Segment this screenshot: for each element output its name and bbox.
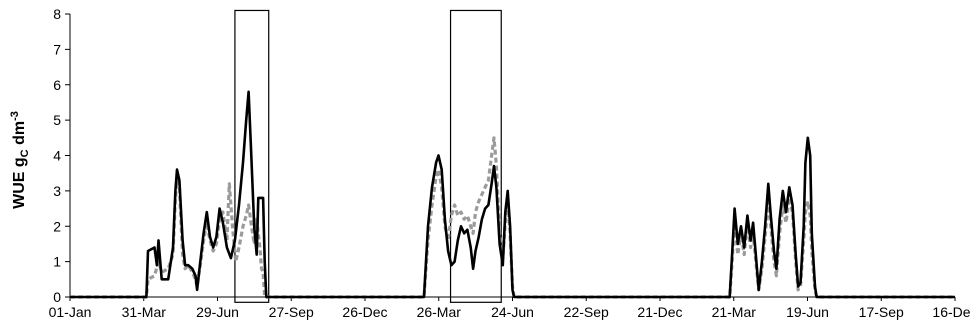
y-tick-label: 6 <box>53 77 61 93</box>
y-axis-title-mid: dm <box>11 121 28 149</box>
series-line-solid <box>70 90 955 299</box>
y-tick-label: 4 <box>53 148 61 164</box>
x-tick-label: 19-Jun <box>786 304 829 320</box>
x-tick-label: 21-Dec <box>637 304 682 320</box>
x-tick-label: 21-Mar <box>712 304 757 320</box>
y-tick-label: 2 <box>53 218 61 234</box>
y-axis-title-main: WUE g <box>11 157 28 209</box>
x-tick-label: 01-Jan <box>49 304 92 320</box>
y-axis-title: WUE gC dm-3 <box>9 111 31 209</box>
y-tick-label: 7 <box>53 41 61 57</box>
x-tick-label: 31-Mar <box>122 304 167 320</box>
x-tick-label: 22-Sep <box>564 304 609 320</box>
y-axis-title-superscript: -3 <box>9 111 21 121</box>
y-axis-title-subscript: C <box>19 149 31 157</box>
x-ticks: 01-Jan 31-Mar 29-Jun 27-Sep 26-Dec 26-Mar 24-J… <box>49 297 970 320</box>
x-tick-label: 29-Jun <box>196 304 239 320</box>
x-tick-label: 27-Sep <box>269 304 314 320</box>
y-tick-label: 8 <box>53 6 61 22</box>
highlight-box <box>234 9 270 303</box>
x-tick-label: 16-Dec <box>932 304 970 320</box>
series-group <box>70 90 955 299</box>
highlight-boxes <box>234 9 502 303</box>
y-ticks: 0 1 2 3 4 5 6 7 8 <box>53 6 70 305</box>
highlight-box <box>449 9 502 303</box>
x-tick-label: 26-Mar <box>417 304 462 320</box>
x-tick-label: 26-Dec <box>342 304 387 320</box>
y-tick-label: 1 <box>53 254 61 270</box>
y-tick-label: 3 <box>53 183 61 199</box>
y-tick-label: 5 <box>53 112 61 128</box>
y-tick-label: 0 <box>53 289 61 305</box>
x-tick-label: 24-Jun <box>491 304 534 320</box>
x-tick-label: 17-Sep <box>859 304 904 320</box>
